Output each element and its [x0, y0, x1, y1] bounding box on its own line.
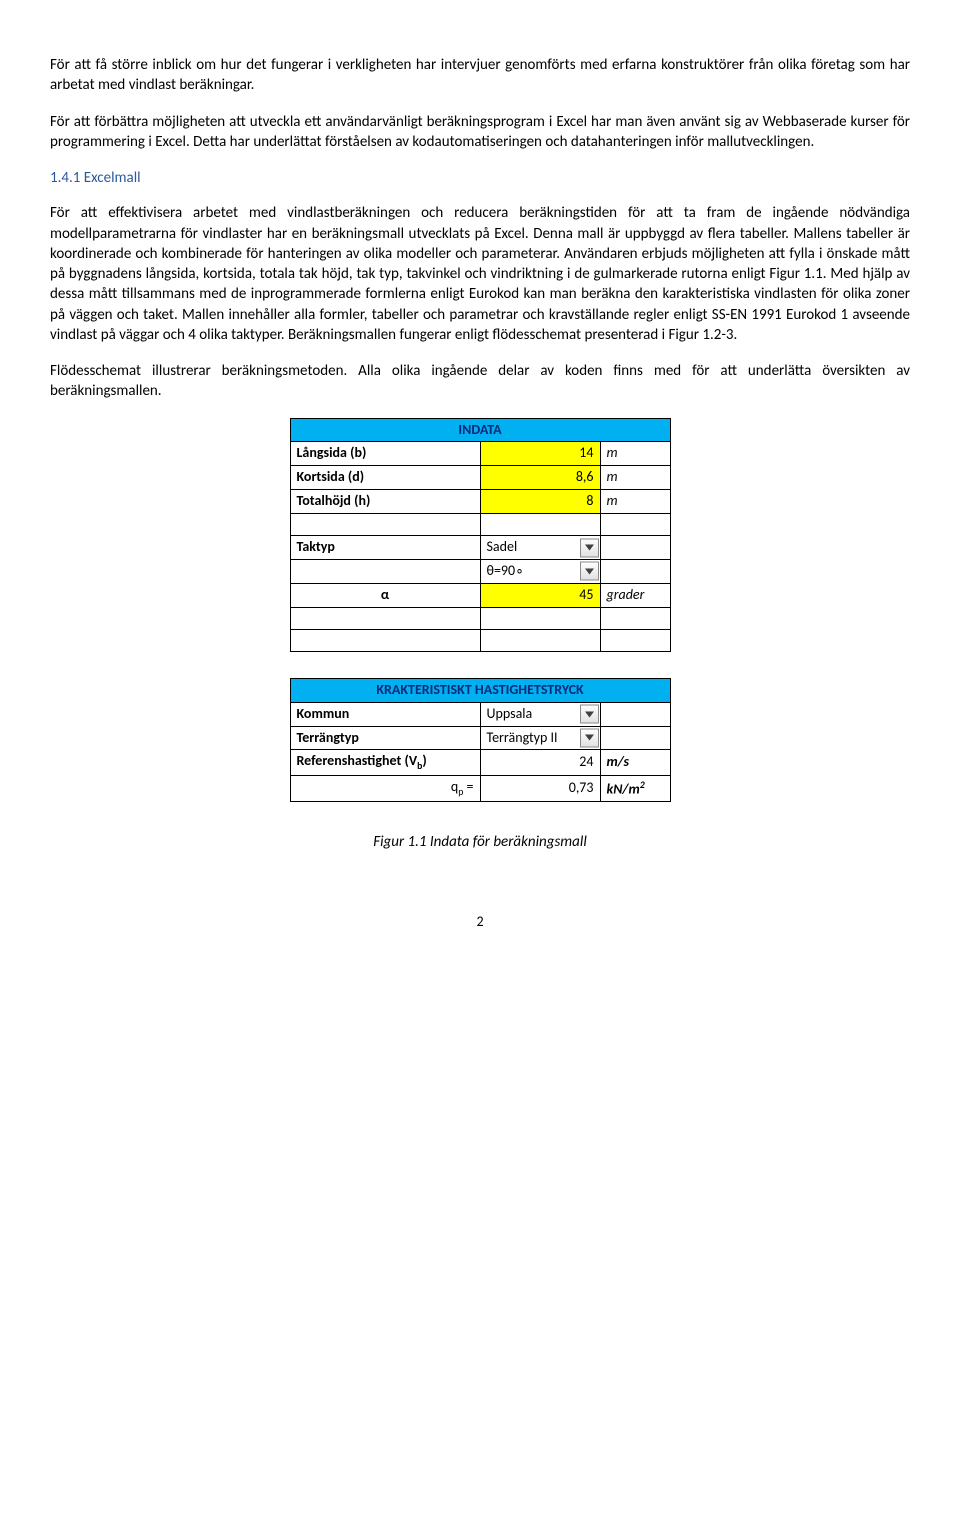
empty-cell	[600, 559, 670, 583]
label-taktyp: Taktyp	[290, 536, 480, 560]
section-name: Excelmall	[84, 169, 141, 187]
dropdown-taktyp[interactable]: Sadel	[480, 536, 600, 560]
dropdown-kommun-value: Uppsala	[487, 705, 533, 722]
unit-qp: kN/m2	[600, 776, 670, 802]
section-heading: 1.4.1 Excelmall	[50, 168, 910, 188]
empty-cell	[290, 607, 480, 629]
label-kortsida: Kortsida (d)	[290, 466, 480, 490]
unit-refhastighet: m/s	[600, 750, 670, 776]
input-langsida[interactable]: 14	[480, 442, 600, 466]
table-row	[290, 629, 670, 651]
table-row: INDATA	[290, 418, 670, 442]
table-row: Kortsida (d) 8,6 m	[290, 466, 670, 490]
paragraph-excelmall: För att effektivisera arbetet med vindla…	[50, 203, 910, 345]
table-row: Referenshastighet (Vb) 24 m/s	[290, 750, 670, 776]
indata-table: INDATA Långsida (b) 14 m Kortsida (d) 8,…	[290, 418, 671, 652]
empty-cell	[600, 607, 670, 629]
dropdown-theta[interactable]: θ=90∘	[480, 559, 600, 583]
table-row: qp = 0,73 kN/m2	[290, 776, 670, 802]
label-kommun: Kommun	[290, 702, 480, 726]
table-row: α 45 grader	[290, 583, 670, 607]
dropdown-terrangtyp-value: Terrängtyp II	[487, 729, 558, 746]
value-refhastighet: 24	[480, 750, 600, 776]
input-totalhojd[interactable]: 8	[480, 490, 600, 514]
chevron-down-icon[interactable]	[580, 538, 599, 557]
label-terrangtyp: Terrängtyp	[290, 726, 480, 750]
hastighetstryck-header: KRAKTERISTISKT HASTIGHETSTRYCK	[290, 678, 670, 702]
indata-header: INDATA	[290, 418, 670, 442]
unit-totalhojd: m	[600, 490, 670, 514]
table-row: KRAKTERISTISKT HASTIGHETSTRYCK	[290, 678, 670, 702]
dropdown-terrangtyp[interactable]: Terrängtyp II	[480, 726, 600, 750]
input-alpha[interactable]: 45	[480, 583, 600, 607]
table-row: Kommun Uppsala	[290, 702, 670, 726]
chevron-down-icon[interactable]	[580, 728, 599, 747]
table-row	[290, 607, 670, 629]
empty-cell	[600, 702, 670, 726]
empty-cell	[290, 514, 480, 536]
dropdown-theta-value: θ=90∘	[487, 562, 524, 579]
label-alpha: α	[290, 583, 480, 607]
unit-langsida: m	[600, 442, 670, 466]
empty-cell	[600, 629, 670, 651]
empty-cell	[600, 726, 670, 750]
table-row: Terrängtyp Terrängtyp II	[290, 726, 670, 750]
dropdown-taktyp-value: Sadel	[487, 538, 518, 555]
paragraph-intro-2: För att förbättra möjligheten att utveck…	[50, 112, 910, 153]
empty-cell	[480, 629, 600, 651]
hastighetstryck-table: KRAKTERISTISKT HASTIGHETSTRYCK Kommun Up…	[290, 678, 671, 803]
page-number: 2	[50, 913, 910, 932]
label-totalhojd: Totalhöjd (h)	[290, 490, 480, 514]
unit-alpha: grader	[600, 583, 670, 607]
label-refhastighet: Referenshastighet (Vb)	[290, 750, 480, 776]
unit-kortsida: m	[600, 466, 670, 490]
chevron-down-icon[interactable]	[580, 562, 599, 581]
paragraph-intro-1: För att få större inblick om hur det fun…	[50, 55, 910, 96]
input-kortsida[interactable]: 8,6	[480, 466, 600, 490]
figure-caption: Figur 1.1 Indata för beräkningsmall	[373, 832, 587, 852]
empty-cell	[290, 629, 480, 651]
section-number: 1.4.1	[50, 169, 80, 187]
label-langsida: Långsida (b)	[290, 442, 480, 466]
table-row: Taktyp Sadel	[290, 536, 670, 560]
chevron-down-icon[interactable]	[580, 705, 599, 724]
empty-cell	[480, 514, 600, 536]
table-row: Långsida (b) 14 m	[290, 442, 670, 466]
empty-cell	[480, 607, 600, 629]
table-row	[290, 514, 670, 536]
empty-cell	[600, 514, 670, 536]
table-row: θ=90∘	[290, 559, 670, 583]
value-qp: 0,73	[480, 776, 600, 802]
label-qp: qp =	[290, 776, 480, 802]
empty-cell	[290, 559, 480, 583]
dropdown-kommun[interactable]: Uppsala	[480, 702, 600, 726]
table-row: Totalhöjd (h) 8 m	[290, 490, 670, 514]
empty-cell	[600, 536, 670, 560]
paragraph-flowchart: Flödesschemat illustrerar beräkningsmeto…	[50, 361, 910, 402]
